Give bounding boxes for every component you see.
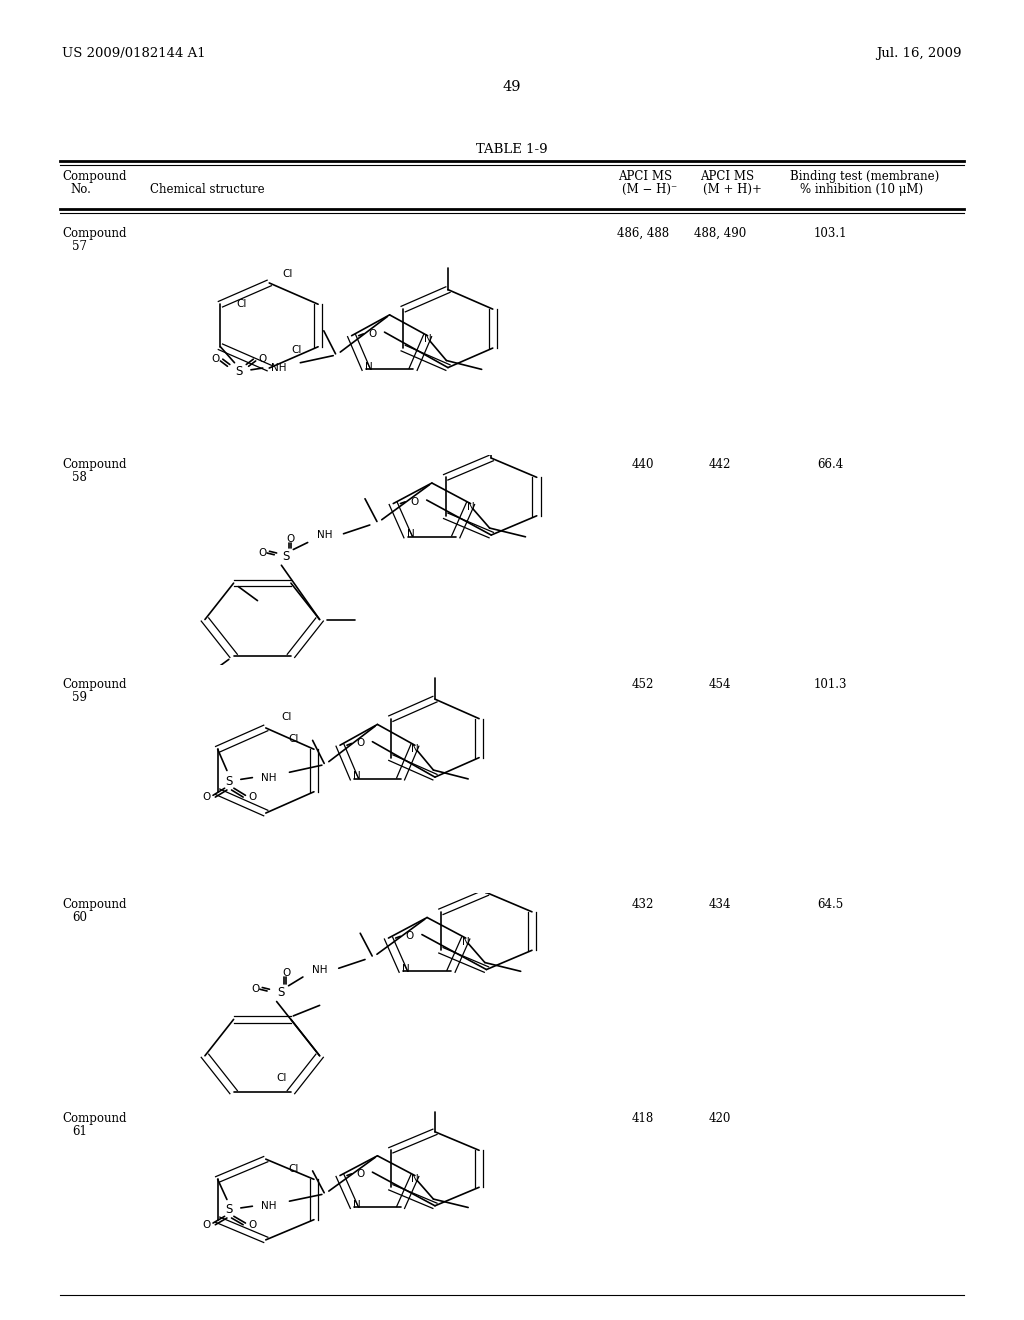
Text: APCI MS: APCI MS	[700, 170, 754, 183]
Text: 49: 49	[503, 81, 521, 94]
Text: Cl: Cl	[292, 346, 302, 355]
Text: 488, 490: 488, 490	[694, 227, 746, 240]
Text: 442: 442	[709, 458, 731, 471]
Text: 418: 418	[632, 1111, 654, 1125]
Text: O: O	[202, 792, 210, 803]
Text: NH: NH	[316, 531, 332, 540]
Text: O: O	[251, 985, 259, 994]
Text: S: S	[283, 550, 290, 564]
Text: Compound: Compound	[62, 898, 127, 911]
Text: 452: 452	[632, 678, 654, 690]
Text: S: S	[278, 986, 285, 999]
Text: Binding test (membrane): Binding test (membrane)	[790, 170, 939, 183]
Text: S: S	[236, 366, 243, 378]
Text: 103.1: 103.1	[813, 227, 847, 240]
Text: NH: NH	[271, 363, 287, 374]
Text: N: N	[407, 529, 415, 539]
Text: O: O	[356, 1168, 365, 1179]
Text: N: N	[352, 1200, 360, 1210]
Text: 60: 60	[72, 911, 87, 924]
Text: O: O	[248, 1220, 257, 1230]
Text: N: N	[424, 334, 431, 345]
Text: N: N	[365, 362, 373, 372]
Text: 440: 440	[632, 458, 654, 471]
Text: 64.5: 64.5	[817, 898, 843, 911]
Text: Compound: Compound	[62, 458, 127, 471]
Text: 66.4: 66.4	[817, 458, 843, 471]
Text: 420: 420	[709, 1111, 731, 1125]
Text: Cl: Cl	[276, 1073, 287, 1084]
Text: O: O	[259, 354, 267, 364]
Text: (M + H)+: (M + H)+	[703, 183, 762, 195]
Text: Cl: Cl	[288, 1164, 298, 1175]
Text: Cl: Cl	[237, 300, 247, 309]
Text: Compound: Compound	[62, 1111, 127, 1125]
Text: N: N	[401, 964, 410, 974]
Text: O: O	[282, 969, 290, 978]
Text: 432: 432	[632, 898, 654, 911]
Text: O: O	[258, 548, 266, 558]
Text: APCI MS: APCI MS	[618, 170, 672, 183]
Text: NH: NH	[261, 772, 276, 783]
Text: O: O	[369, 329, 377, 339]
Text: O: O	[411, 496, 419, 507]
Text: 486, 488: 486, 488	[616, 227, 669, 240]
Text: O: O	[202, 1220, 210, 1230]
Text: 61: 61	[72, 1125, 87, 1138]
Text: O: O	[406, 932, 414, 941]
Text: 58: 58	[72, 471, 87, 484]
Text: US 2009/0182144 A1: US 2009/0182144 A1	[62, 48, 206, 59]
Text: NH: NH	[312, 965, 328, 975]
Text: N: N	[411, 743, 419, 754]
Text: Compound: Compound	[62, 678, 127, 690]
Text: % inhibition (10 μM): % inhibition (10 μM)	[800, 183, 923, 195]
Text: S: S	[225, 775, 232, 788]
Text: (M − H)⁻: (M − H)⁻	[622, 183, 677, 195]
Text: 57: 57	[72, 240, 87, 253]
Text: N: N	[462, 937, 470, 946]
Text: NH: NH	[261, 1201, 276, 1212]
Text: Chemical structure: Chemical structure	[150, 183, 264, 195]
Text: Cl: Cl	[283, 269, 293, 279]
Text: 59: 59	[72, 690, 87, 704]
Text: Compound: Compound	[62, 227, 127, 240]
Text: O: O	[356, 738, 365, 748]
Text: O: O	[248, 792, 257, 803]
Text: No.: No.	[70, 183, 91, 195]
Text: Jul. 16, 2009: Jul. 16, 2009	[877, 48, 962, 59]
Text: N: N	[467, 502, 474, 512]
Text: N: N	[352, 771, 360, 781]
Text: N: N	[411, 1173, 419, 1184]
Text: Cl: Cl	[282, 713, 292, 722]
Text: S: S	[225, 1203, 232, 1216]
Text: Compound: Compound	[62, 170, 127, 183]
Text: 101.3: 101.3	[813, 678, 847, 690]
Text: Cl: Cl	[288, 734, 298, 743]
Text: TABLE 1-9: TABLE 1-9	[476, 143, 548, 156]
Text: 434: 434	[709, 898, 731, 911]
Text: O: O	[287, 535, 295, 544]
Text: 454: 454	[709, 678, 731, 690]
Text: O: O	[212, 354, 220, 364]
